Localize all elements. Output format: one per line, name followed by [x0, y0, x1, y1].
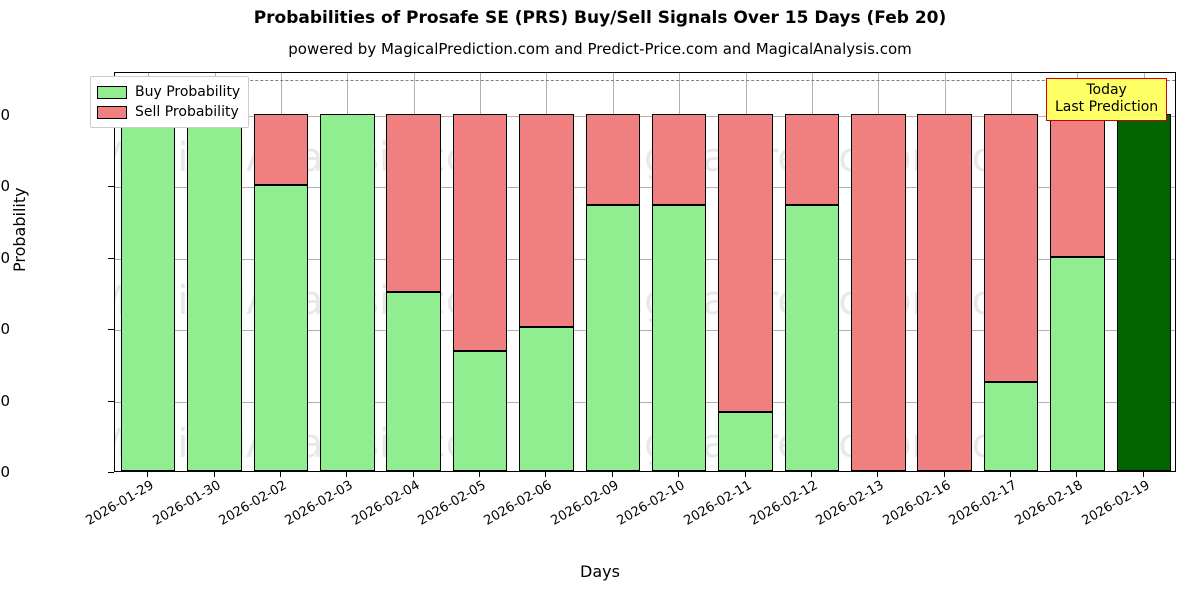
- bar-segment-buy[interactable]: [983, 381, 1039, 471]
- x-tick-mark: [545, 472, 547, 477]
- bar-segment-buy[interactable]: [120, 113, 176, 471]
- plot-area: MagicalAnalysis.comMagicalPrediction.com…: [114, 72, 1176, 472]
- bar-group[interactable]: [917, 73, 972, 471]
- bar-segment-buy[interactable]: [1050, 256, 1105, 471]
- y-tick-mark: [108, 400, 114, 402]
- y-tick-label: 20: [0, 391, 10, 410]
- bar-segment-today[interactable]: [1116, 113, 1172, 471]
- bar-segment-sell[interactable]: [784, 113, 840, 205]
- y-tick-mark: [108, 186, 114, 188]
- bar-segment-buy[interactable]: [718, 412, 773, 471]
- today-line-2: Last Prediction: [1055, 99, 1159, 115]
- y-tick-label: 100: [0, 105, 10, 124]
- bar-group[interactable]: [519, 73, 574, 471]
- bar-group[interactable]: [784, 73, 840, 471]
- bar-segment-sell[interactable]: [253, 113, 309, 186]
- gridline-horizontal: [115, 258, 1175, 260]
- bar-segment-sell[interactable]: [851, 113, 906, 471]
- x-tick-mark: [147, 472, 149, 477]
- gridline-horizontal: [115, 401, 1175, 403]
- gridline-horizontal: [115, 187, 1175, 189]
- bar-group[interactable]: [585, 73, 641, 471]
- bar-segment-buy[interactable]: [784, 204, 840, 471]
- today-annotation-box: Today Last Prediction: [1046, 78, 1168, 121]
- x-tick-mark: [412, 472, 414, 477]
- legend-item-sell[interactable]: Sell Probability: [97, 102, 240, 122]
- bars-layer: [115, 73, 1175, 471]
- bar-segment-sell[interactable]: [585, 113, 641, 205]
- bar-group[interactable]: [386, 73, 441, 471]
- x-tick-mark: [479, 472, 481, 477]
- x-axis-label: Days: [580, 562, 620, 581]
- x-tick-mark: [1010, 472, 1012, 477]
- y-tick-mark: [108, 472, 114, 473]
- bar-group[interactable]: [718, 73, 773, 471]
- y-axis-label: Probability: [10, 187, 29, 272]
- legend-label-sell: Sell Probability: [135, 104, 239, 120]
- legend-label-buy: Buy Probability: [135, 84, 241, 100]
- bar-segment-sell[interactable]: [917, 113, 972, 471]
- bar-segment-sell[interactable]: [519, 113, 574, 327]
- bar-group[interactable]: [851, 73, 906, 471]
- y-tick-label: 40: [0, 320, 10, 339]
- x-tick-mark: [744, 472, 746, 477]
- x-tick-mark: [213, 472, 215, 477]
- bar-group[interactable]: [187, 73, 242, 471]
- y-tick-label: 60: [0, 248, 10, 267]
- bar-segment-buy[interactable]: [452, 351, 508, 471]
- chart-subtitle: powered by MagicalPrediction.com and Pre…: [288, 40, 912, 58]
- bar-group[interactable]: [320, 73, 375, 471]
- bar-segment-sell[interactable]: [1050, 113, 1105, 257]
- x-tick-mark: [611, 472, 613, 477]
- threshold-dashed-line: [115, 80, 1175, 82]
- bar-group[interactable]: [1116, 73, 1172, 471]
- bar-segment-sell[interactable]: [718, 113, 773, 413]
- bar-segment-buy[interactable]: [253, 185, 309, 471]
- x-tick-mark: [678, 472, 680, 477]
- bar-segment-sell[interactable]: [983, 113, 1039, 382]
- bar-segment-buy[interactable]: [320, 113, 375, 471]
- bar-segment-buy[interactable]: [187, 113, 242, 471]
- bar-group[interactable]: [983, 73, 1039, 471]
- legend-swatch-sell: [97, 105, 127, 119]
- bar-group[interactable]: [1050, 73, 1105, 471]
- x-tick-mark: [943, 472, 945, 477]
- x-tick-mark: [1142, 472, 1144, 477]
- legend-item-buy[interactable]: Buy Probability: [97, 82, 240, 102]
- bar-group[interactable]: [452, 73, 508, 471]
- today-line-1: Today: [1086, 82, 1127, 98]
- legend-swatch-buy: [97, 85, 127, 99]
- bar-segment-sell[interactable]: [386, 113, 441, 293]
- x-tick-mark: [877, 472, 879, 477]
- gridline-horizontal: [115, 330, 1175, 332]
- bar-segment-sell[interactable]: [651, 113, 707, 205]
- gridline-horizontal: [115, 115, 1175, 117]
- bar-group[interactable]: [253, 73, 309, 471]
- bar-group[interactable]: [120, 73, 176, 471]
- bar-segment-buy[interactable]: [585, 204, 641, 471]
- x-tick-mark: [1076, 472, 1078, 477]
- y-tick-mark: [108, 257, 114, 259]
- bar-segment-buy[interactable]: [386, 292, 441, 471]
- bar-segment-buy[interactable]: [519, 326, 574, 471]
- bar-segment-sell[interactable]: [452, 113, 508, 351]
- y-tick-mark: [108, 329, 114, 331]
- bar-group[interactable]: [651, 73, 707, 471]
- legend: Buy Probability Sell Probability: [90, 76, 250, 128]
- y-tick-label: 0: [0, 463, 10, 481]
- x-tick-mark: [810, 472, 812, 477]
- bar-segment-buy[interactable]: [651, 204, 707, 471]
- chart-title: Probabilities of Prosafe SE (PRS) Buy/Se…: [253, 8, 947, 28]
- x-tick-mark: [346, 472, 348, 477]
- y-tick-label: 80: [0, 177, 10, 196]
- x-tick-mark: [279, 472, 281, 477]
